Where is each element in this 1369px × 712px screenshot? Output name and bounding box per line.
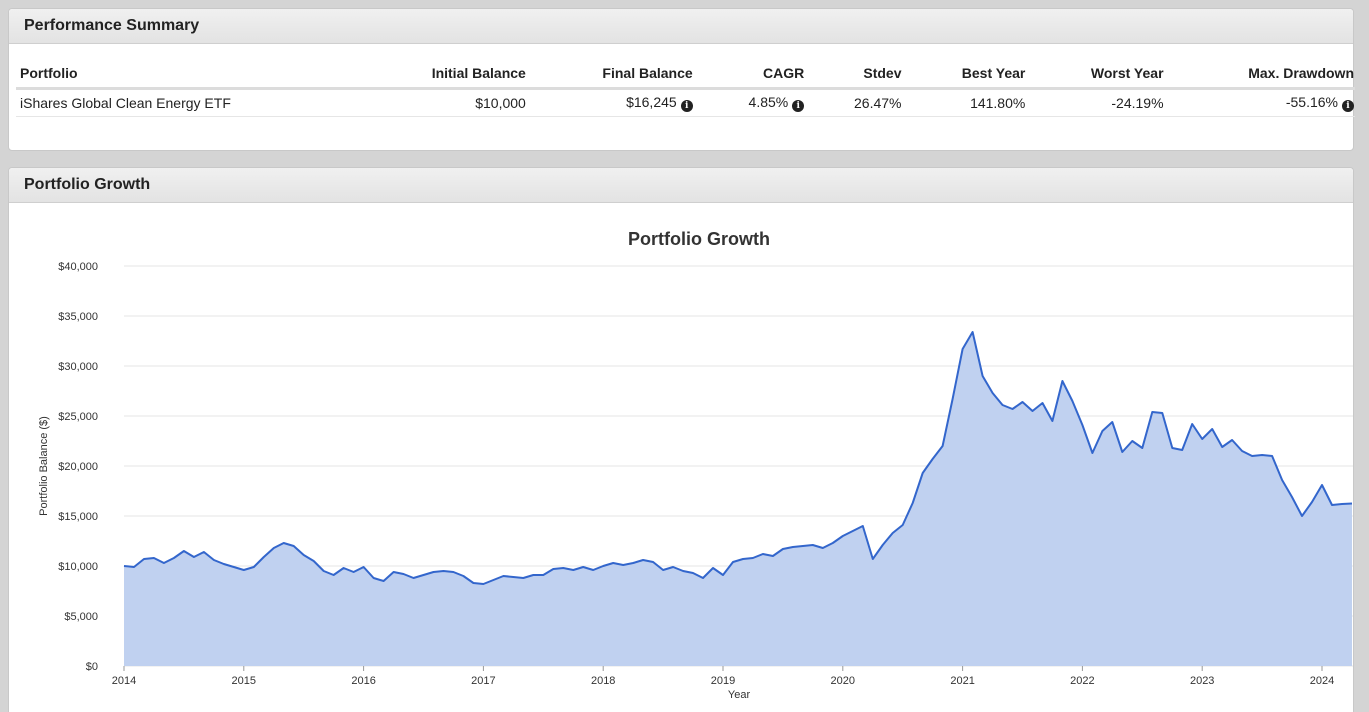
x-tick-label: 2016	[351, 675, 375, 687]
y-tick-label: $0	[86, 661, 98, 673]
cell-cagr: 4.85% i	[696, 88, 809, 117]
x-tick-label: 2018	[591, 675, 615, 687]
col-cagr[interactable]: CAGR	[696, 60, 809, 90]
x-tick-label: 2020	[831, 675, 855, 687]
col-final-balance[interactable]: Final Balance	[529, 60, 697, 90]
y-axis: $0 $5,000 $10,000 $15,000 $20,000 $25,000 $30,…	[58, 261, 98, 673]
y-tick-label: $25,000	[58, 411, 98, 423]
max-drawdown-value: -55.16%	[1285, 93, 1338, 110]
y-tick-label: $35,000	[58, 311, 98, 323]
cell-final-balance: $16,245 i	[529, 88, 697, 117]
x-tick-label: 2014	[112, 675, 136, 687]
col-max-drawdown[interactable]: Max. Drawdown	[1167, 60, 1358, 90]
performance-summary-title: Performance Summary	[9, 9, 1353, 44]
portfolio-growth-header: Portfolio Growth	[9, 168, 1353, 203]
x-tick-label: 2017	[471, 675, 495, 687]
final-balance-value: $16,245	[626, 93, 677, 110]
table-header-row: Portfolio Initial Balance Final Balance …	[16, 60, 1358, 90]
col-stdev[interactable]: Stdev	[808, 60, 906, 90]
y-tick-label: $20,000	[58, 461, 98, 473]
series-line	[123, 331, 1353, 585]
series-area	[124, 332, 1352, 666]
table-row: iShares Global Clean Energy ETF $10,000 …	[16, 88, 1358, 117]
x-tick-label: 2015	[232, 675, 256, 687]
y-tick-label: $40,000	[58, 261, 98, 273]
y-tick-label: $30,000	[58, 361, 98, 373]
chart-title: Portfolio Growth	[628, 229, 770, 249]
y-tick-label: $5,000	[64, 611, 98, 623]
portfolio-growth-panel: Portfolio Growth Portfolio Growth $0 $5,0…	[8, 167, 1354, 712]
x-tick-label: 2022	[1070, 675, 1094, 687]
y-axis-title: Portfolio Balance ($)	[38, 416, 50, 516]
cell-best-year: 141.80%	[905, 88, 1030, 117]
y-tick-label: $15,000	[58, 511, 98, 523]
performance-summary-table: Portfolio Initial Balance Final Balance …	[16, 60, 1358, 117]
x-tick-label: 2021	[950, 675, 974, 687]
info-icon[interactable]: i	[1342, 99, 1354, 112]
info-icon[interactable]: i	[680, 99, 693, 112]
x-tick-label: 2024	[1310, 675, 1334, 687]
cagr-value: 4.85%	[748, 93, 789, 110]
x-axis-title: Year	[728, 689, 751, 701]
cell-worst-year: -24.19%	[1029, 88, 1168, 117]
cell-stdev: 26.47%	[808, 88, 906, 117]
x-tick-label: 2019	[711, 675, 735, 687]
col-worst-year[interactable]: Worst Year	[1029, 60, 1168, 90]
col-initial-balance[interactable]: Initial Balance	[304, 60, 530, 90]
cell-portfolio: iShares Global Clean Energy ETF	[16, 88, 305, 117]
col-portfolio[interactable]: Portfolio	[16, 60, 305, 90]
page-scrollbar[interactable]	[1355, 0, 1369, 712]
portfolio-growth-chart: Portfolio Growth $0$5,000$10,000$15,000$…	[38, 229, 1353, 701]
y-tick-label: $10,000	[58, 561, 98, 573]
cell-max-drawdown: -55.16% i	[1167, 88, 1358, 117]
info-icon[interactable]: i	[792, 99, 805, 112]
cell-initial-balance: $10,000	[304, 88, 530, 117]
x-axis: 2014 2015 2016 2017 2018 2019 2020 2021 2022 2023…	[112, 666, 1334, 687]
x-tick-label: 2023	[1190, 675, 1214, 687]
col-best-year[interactable]: Best Year	[905, 60, 1030, 90]
